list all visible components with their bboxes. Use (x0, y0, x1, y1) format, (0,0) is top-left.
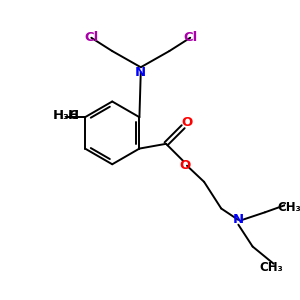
Text: N: N (135, 65, 146, 79)
Text: H: H (68, 109, 79, 122)
Text: O: O (182, 116, 193, 129)
Text: H₃C: H₃C (53, 109, 79, 122)
Text: O: O (179, 159, 191, 172)
Text: CH₃: CH₃ (260, 261, 284, 274)
Text: Cl: Cl (84, 31, 98, 44)
Text: Cl: Cl (183, 31, 197, 44)
Text: N: N (233, 213, 244, 226)
Text: CH₃: CH₃ (278, 201, 300, 214)
